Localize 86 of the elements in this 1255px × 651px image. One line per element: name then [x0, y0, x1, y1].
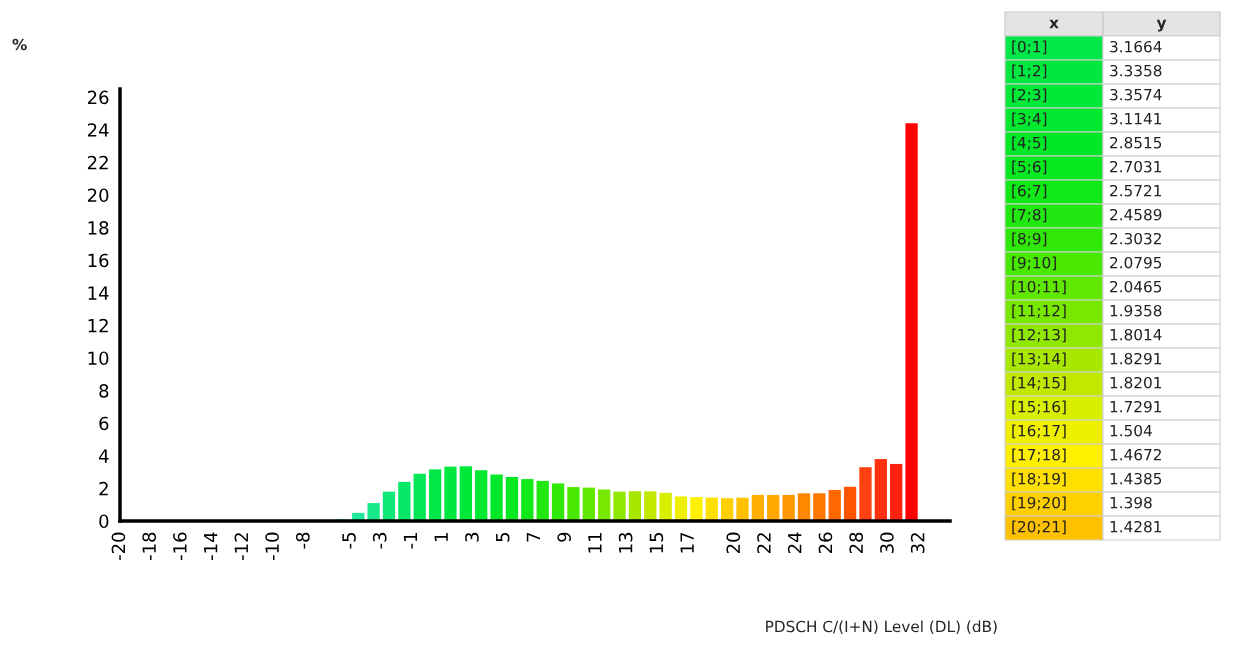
x-tick-label: 22: [757, 533, 771, 554]
text: 1.7291: [1110, 400, 1162, 413]
x-tick-label: 20: [726, 532, 741, 554]
x-tick-label: -3: [372, 532, 387, 549]
x-tick-label: 9: [557, 532, 571, 542]
text: [19;20]: [1012, 496, 1066, 511]
x-tick-label: 24: [787, 532, 802, 554]
text: [4;5]: [1012, 136, 1047, 151]
y-tick-label: 8: [99, 384, 109, 398]
y-tick-label: 4: [98, 449, 109, 463]
text: [18;19]: [1012, 472, 1066, 487]
text: 3.1664: [1110, 40, 1162, 53]
x-tick-label: 1: [434, 533, 448, 541]
x-tick-label: 28: [849, 532, 864, 554]
x-tick-label: -10: [265, 532, 279, 561]
text: [16;17]: [1012, 424, 1066, 439]
text: x: [1049, 19, 1059, 29]
y-tick-label: 14: [88, 286, 109, 300]
x-tick-label: -8: [296, 532, 310, 549]
y-tick-label: 22: [87, 155, 108, 170]
text: 2.7031: [1110, 160, 1162, 173]
text: [12;13]: [1012, 328, 1066, 343]
y-tick-label: 6: [99, 416, 109, 431]
x-tick-label: -5: [342, 532, 356, 549]
text: [3;4]: [1012, 112, 1047, 127]
text: 1.4281: [1110, 520, 1162, 533]
x-tick-label: 26: [818, 532, 833, 554]
text: 1.4385: [1110, 472, 1162, 485]
x-axis-title: PDSCH C/(I+N) Level (DL) (dB): [766, 620, 997, 635]
text: 1.4672: [1110, 448, 1161, 461]
x-tick-label: 15: [649, 532, 664, 553]
x-tick-label: 5: [496, 532, 510, 542]
text: [6;7]: [1012, 184, 1047, 199]
text: [10;11]: [1012, 280, 1066, 295]
text: 3.3574: [1110, 88, 1162, 101]
text: 2.0795: [1110, 256, 1162, 269]
x-tick-label: 3: [465, 532, 479, 542]
text: y: [1156, 19, 1167, 32]
x-tick-label: -20: [111, 532, 126, 561]
y-axis-title: %: [12, 38, 27, 51]
x-tick-label: -12: [234, 533, 248, 561]
text: [7;8]: [1012, 208, 1047, 223]
text: 3.3358: [1110, 64, 1162, 77]
x-tick-label: -14: [204, 532, 218, 561]
text: 2.0465: [1110, 280, 1162, 293]
y-tick-label: 16: [88, 253, 109, 268]
text: 3.1141: [1110, 112, 1162, 125]
y-tick-label: 24: [87, 123, 109, 137]
x-tick-label: -18: [142, 532, 156, 561]
text: [2;3]: [1012, 88, 1047, 103]
x-tick-label: -1: [403, 533, 418, 549]
text: [14;15]: [1012, 376, 1066, 391]
text: 2.3032: [1110, 232, 1161, 245]
x-tick-label: 13: [618, 532, 633, 553]
text: [15;16]: [1012, 400, 1066, 415]
text: 1.8201: [1110, 376, 1162, 389]
text: [0;1]: [1012, 40, 1047, 55]
y-tick-label: 20: [87, 188, 109, 203]
x-tick-label: 7: [526, 532, 540, 542]
text: [9;10]: [1012, 256, 1056, 271]
x-tick-label: 11: [588, 533, 602, 553]
x-tick-label: 32: [910, 533, 925, 554]
text: [8;9]: [1012, 232, 1047, 247]
text: 1.398: [1110, 496, 1152, 509]
y-tick-label: 12: [88, 318, 108, 333]
y-tick-label: 10: [88, 351, 109, 366]
x-tick-label: 17: [680, 532, 694, 553]
text: [13;14]: [1012, 352, 1066, 367]
text: 1.8014: [1110, 328, 1162, 341]
y-tick-label: 18: [88, 221, 109, 235]
y-tick-label: 2: [99, 481, 108, 496]
x-tick-label: 30: [880, 532, 894, 554]
text: 2.8515: [1110, 136, 1162, 149]
text: 2.4589: [1110, 208, 1162, 221]
text: [1;2]: [1012, 64, 1047, 79]
y-tick-label: 26: [87, 90, 109, 105]
y-tick-label: 0: [99, 514, 109, 529]
text: 1.9358: [1110, 304, 1162, 317]
text: 2.5721: [1110, 184, 1162, 197]
text: [17;18]: [1012, 448, 1066, 463]
text: [20;21]: [1012, 520, 1066, 535]
text: 1.8291: [1110, 352, 1162, 365]
x-tick-label: -16: [173, 532, 187, 561]
text: [11;12]: [1012, 304, 1066, 319]
text: 1.504: [1110, 424, 1152, 437]
text: [5;6]: [1012, 160, 1047, 175]
